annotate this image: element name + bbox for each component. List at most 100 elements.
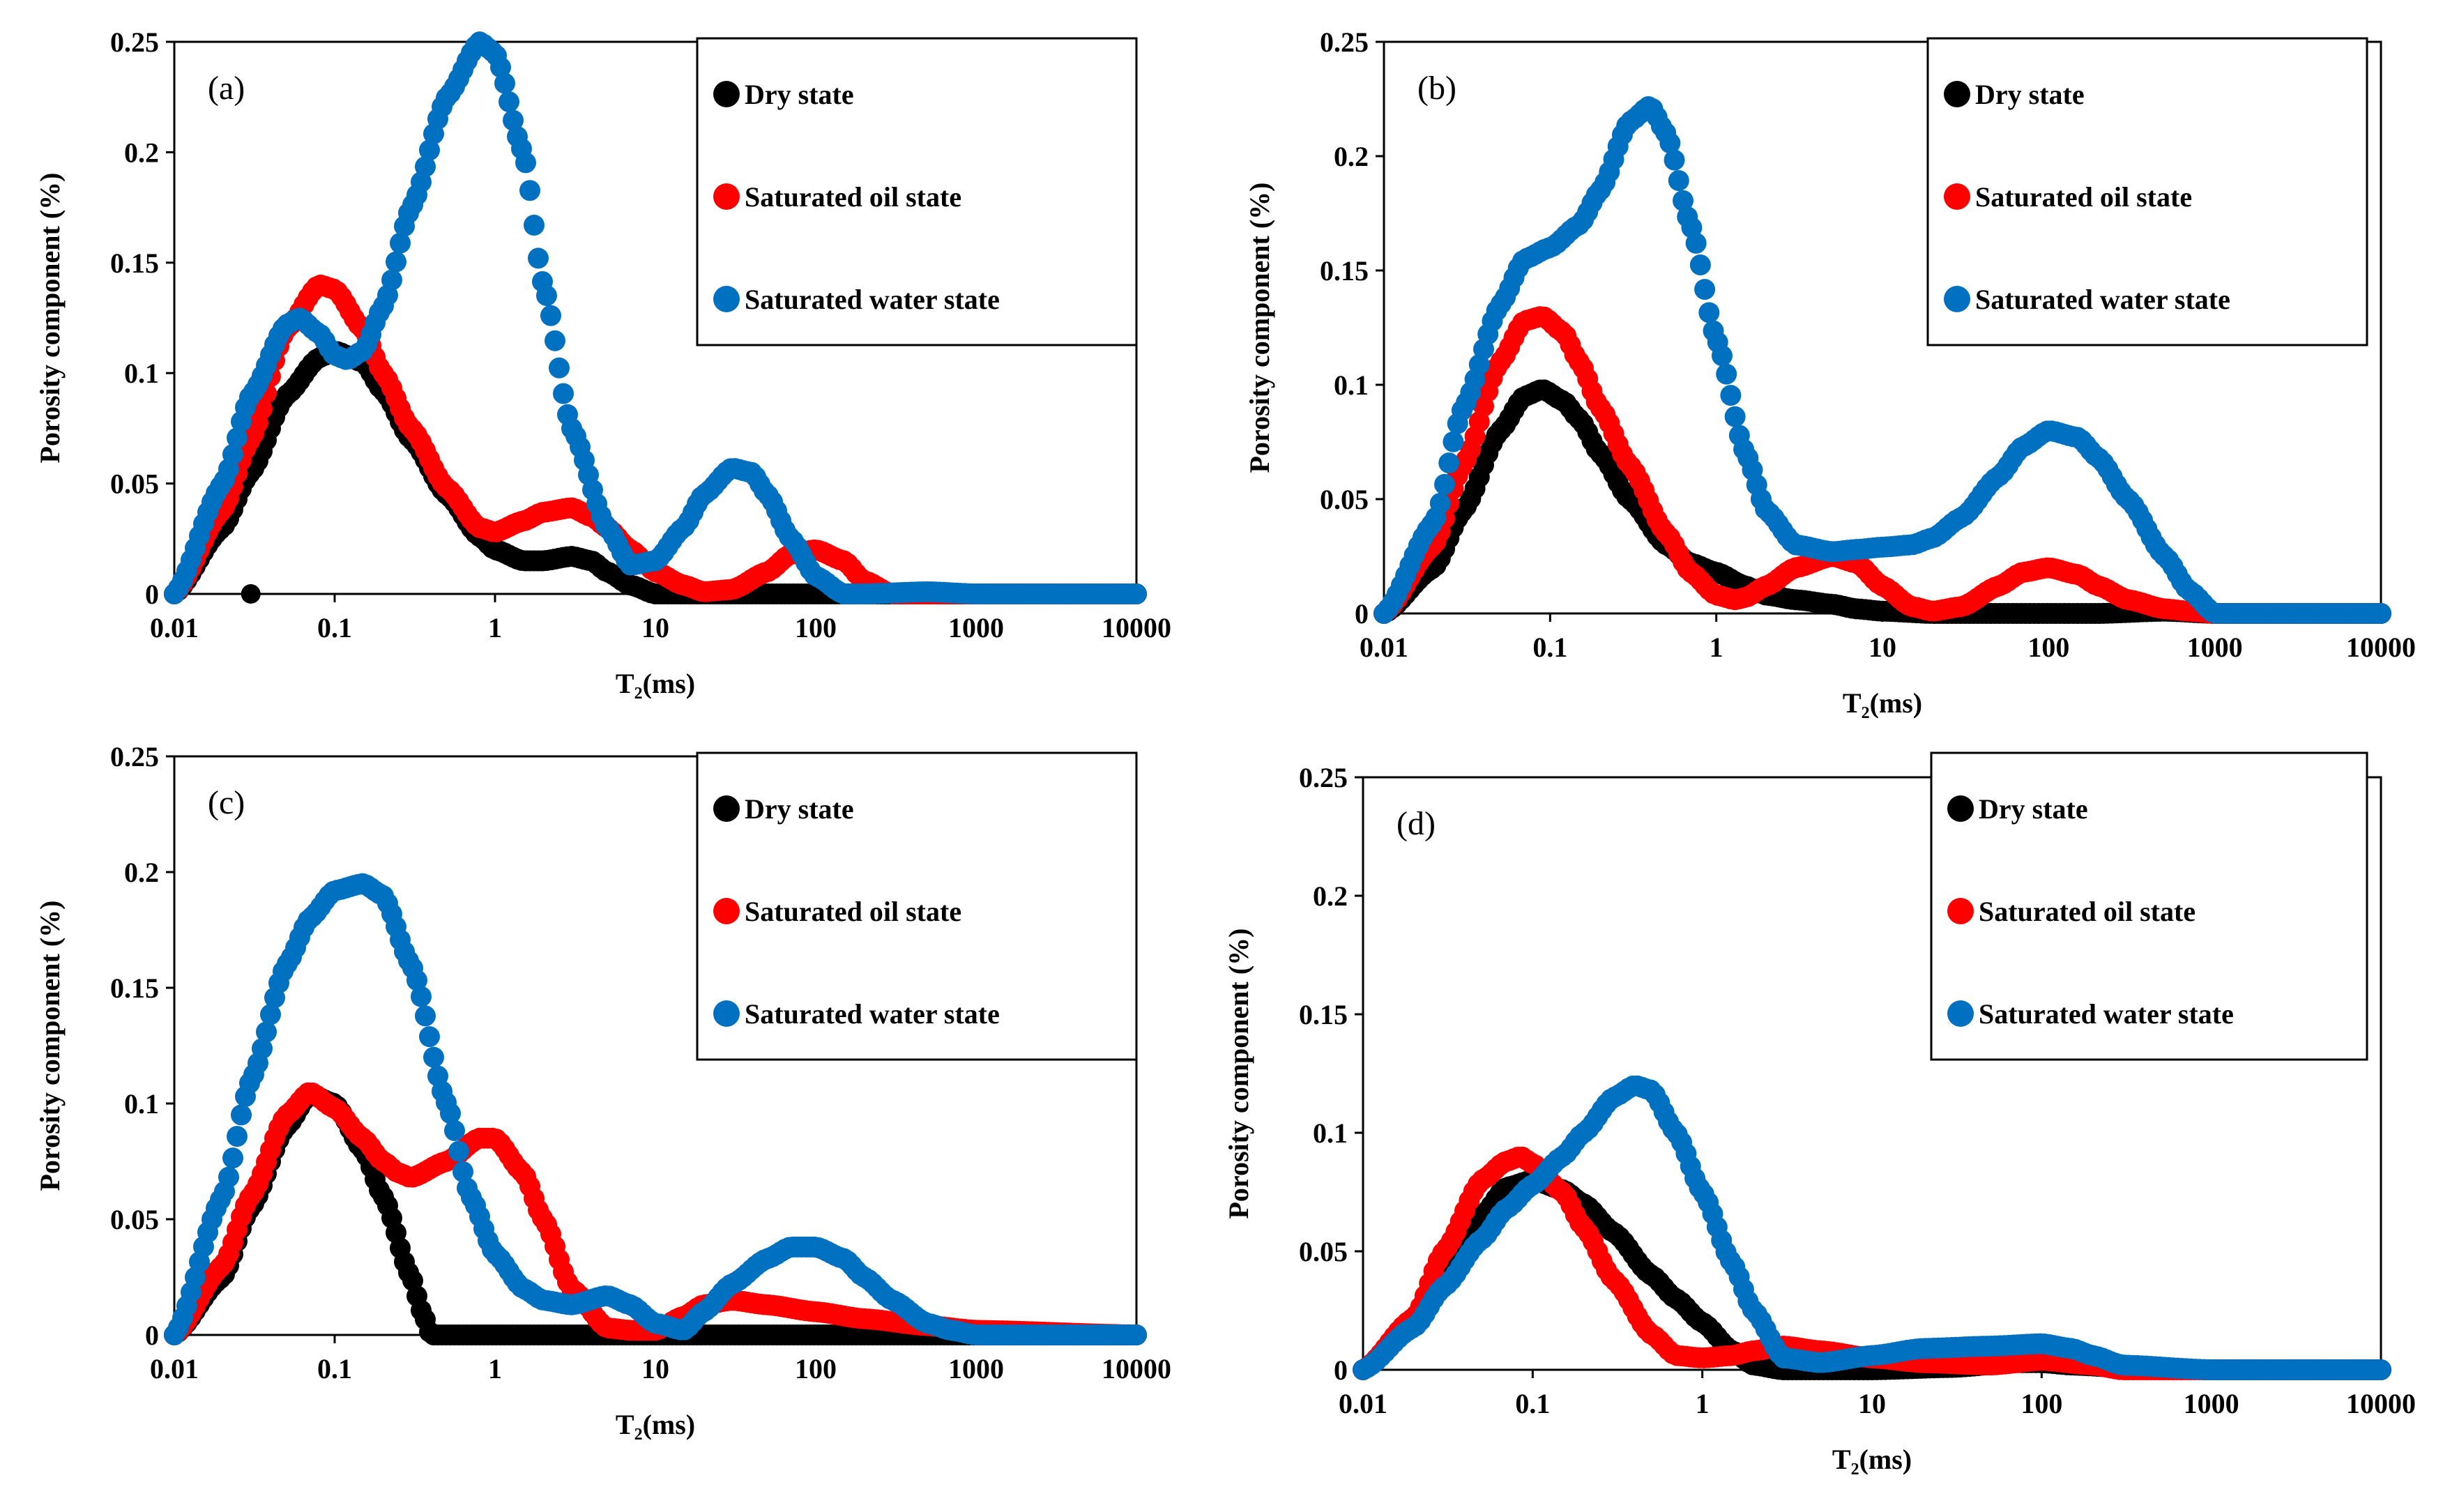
panel-label: (a) (208, 70, 245, 107)
data-point (1668, 169, 1689, 191)
data-point (415, 156, 436, 178)
data-point (415, 1005, 436, 1027)
legend: Dry state Saturated oil state Saturated wa… (1930, 751, 2368, 1061)
x-tick-label: 10000 (2346, 1388, 2416, 1419)
legend-entry-label: Saturated oil state (745, 896, 961, 927)
data-point (444, 1120, 465, 1141)
legend-entry-label: Saturated water state (1979, 998, 2234, 1030)
x-tick-label: 10000 (1102, 1353, 1171, 1384)
y-tick-label: 0.2 (124, 137, 159, 168)
x-tick-label: 100 (795, 612, 837, 643)
chart-panel-c: 0 0.05 0.1 0.15 0.2 0.25 0.01 0.1 1 10 100 1000 1000… (34, 741, 1171, 1440)
x-tick-label: 10 (641, 1353, 669, 1384)
legend-marker (1947, 898, 1974, 924)
data-point (1673, 190, 1694, 211)
y-axis-title: Porosity component (%) (1223, 929, 1254, 1219)
legend-marker (1944, 183, 1970, 210)
y-tick-label: 0.25 (110, 741, 159, 772)
y-tick-label: 0 (145, 579, 159, 610)
panel-label: (b) (1417, 70, 1456, 107)
x-tick-label: 1 (488, 1353, 502, 1384)
data-point (406, 970, 427, 991)
data-point (1434, 473, 1456, 495)
data-point (499, 91, 519, 112)
data-point (1685, 232, 1707, 254)
series-saturated-water-state (1353, 1075, 2391, 1380)
data-point (390, 232, 411, 254)
data-point (1694, 279, 1716, 300)
legend-marker (713, 81, 740, 107)
data-point (1126, 1324, 1147, 1345)
chart-panel-d: 0 0.05 0.1 0.15 0.2 0.25 0.01 0.1 1 10 100 1000 1000… (1223, 751, 2416, 1475)
data-point (419, 139, 440, 161)
data-point (448, 1140, 469, 1162)
legend-entry-label: Saturated water state (1975, 284, 2230, 315)
y-tick-label: 0.05 (1299, 1236, 1348, 1267)
y-tick-label: 0.25 (1320, 26, 1369, 58)
legend-entry-label: Saturated oil state (1979, 896, 2195, 927)
data-point (218, 1166, 239, 1188)
data-point (536, 285, 557, 307)
data-point (1443, 431, 1464, 452)
legend: Dry state Saturated oil state Saturated wa… (696, 751, 1138, 1061)
data-point (222, 443, 243, 465)
legend-marker (1947, 795, 1974, 822)
y-tick-label: 0.15 (1299, 999, 1348, 1030)
x-tick-label: 0.1 (317, 1353, 352, 1384)
data-point (252, 1038, 273, 1060)
y-tick-label: 0.2 (124, 857, 159, 888)
data-point (227, 1126, 248, 1147)
series-saturated-water-state (1373, 96, 2391, 624)
data-point (241, 584, 261, 604)
x-tick-label: 0.1 (317, 612, 352, 643)
legend-entry-label: Dry state (745, 79, 854, 110)
data-point (545, 330, 565, 351)
panel-label: (c) (208, 784, 245, 821)
legend-marker (713, 898, 740, 924)
y-tick-label: 0.05 (110, 1204, 159, 1235)
x-tick-label: 0.1 (1515, 1388, 1550, 1419)
legend-marker (713, 286, 740, 312)
x-tick-label: 0.01 (150, 1353, 199, 1384)
x-tick-label: 1000 (948, 612, 1004, 643)
data-point (549, 357, 570, 379)
x-tick-label: 10 (641, 612, 669, 643)
series-saturated-water-state (164, 873, 1147, 1345)
x-tick-label: 1000 (2187, 632, 2243, 663)
legend-entry-label: Saturated water state (745, 998, 1000, 1030)
legend-entry-label: Dry state (1975, 79, 2085, 110)
x-tick-label: 1000 (2184, 1388, 2239, 1419)
data-point (222, 1147, 243, 1169)
x-tick-label: 1 (1710, 632, 1723, 663)
x-axis-title: T₂(ms) (616, 668, 695, 699)
data-point (411, 986, 432, 1007)
legend-entry-label: Saturated oil state (1975, 181, 2192, 213)
legend-box (1930, 751, 2368, 1061)
legend-box (1926, 37, 2368, 346)
data-point (452, 1161, 473, 1182)
data-point (494, 72, 515, 94)
data-point (528, 247, 549, 269)
data-point (503, 109, 524, 131)
x-tick-label: 100 (2027, 632, 2069, 663)
y-tick-label: 0.1 (1334, 369, 1369, 401)
data-point (2370, 1359, 2391, 1380)
data-point (1716, 363, 1737, 385)
data-point (1689, 254, 1711, 275)
data-point (1724, 406, 1746, 427)
series-saturated-water-state (164, 31, 1147, 604)
y-tick-label: 0.05 (110, 468, 159, 500)
legend-box (696, 37, 1138, 346)
data-point (515, 152, 536, 174)
x-tick-label: 10 (1869, 632, 1896, 663)
data-point (524, 215, 545, 236)
data-point (1126, 583, 1147, 604)
data-point (1429, 492, 1451, 514)
y-tick-label: 0.1 (1313, 1117, 1348, 1149)
data-point (227, 427, 248, 449)
data-point (423, 1046, 444, 1068)
x-tick-label: 100 (2020, 1388, 2062, 1419)
data-point (1698, 302, 1720, 323)
legend: Dry state Saturated oil state Saturated wa… (1926, 37, 2368, 346)
